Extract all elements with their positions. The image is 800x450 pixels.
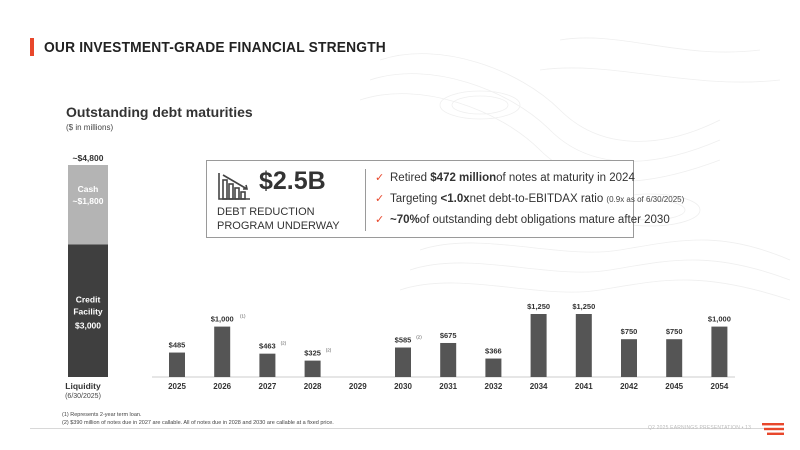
- callout-subtitle: DEBT REDUCTION PROGRAM UNDERWAY: [217, 205, 362, 233]
- maturity-bar: [395, 347, 411, 377]
- x-tick-label: 2034: [530, 382, 548, 391]
- bar-footnote-ref: (2): [326, 348, 332, 353]
- maturity-bar: [621, 339, 637, 377]
- bullet-text-post: net debt-to-EBITDAX ratio: [469, 193, 604, 205]
- bar-value-label: $366: [485, 347, 502, 356]
- bullet-text-pre: Retired: [390, 172, 428, 184]
- bullet-text-note: (0.9x as of 6/30/2025): [606, 195, 685, 204]
- bullet-text-bold: ~70%: [390, 214, 420, 226]
- maturity-bar: [259, 353, 276, 377]
- liquidity-stack: ~$4,800 Cash ~$1,800 Credit Facility $3,…: [68, 153, 108, 377]
- footnote-1: (1) Represents 2-year term loan.: [62, 412, 142, 418]
- footer-rule: [30, 428, 775, 429]
- bar-value-label: $325: [304, 349, 321, 358]
- bar-value-label: $1,250: [527, 302, 550, 311]
- liquidity-cash-label: Cash: [78, 184, 99, 194]
- bar-value-label: $750: [666, 327, 683, 336]
- bar-footnote-ref: (2): [281, 341, 287, 346]
- callout-subtitle-line1: DEBT REDUCTION: [217, 206, 315, 218]
- bar-value-label: $750: [621, 327, 638, 336]
- liquidity-axis-label: Liquidity: [65, 381, 101, 391]
- maturity-bar: [530, 314, 547, 377]
- check-icon: ✓: [375, 193, 385, 205]
- x-tick-label: 2025: [168, 382, 186, 391]
- x-tick-label: 2029: [349, 382, 367, 391]
- maturity-bar: [485, 358, 502, 377]
- page-header: OUR INVESTMENT-GRADE FINANCIAL STRENGTH: [30, 38, 416, 56]
- bar-value-label: $1,000: [708, 315, 731, 324]
- bullet-text-pre: Targeting: [390, 193, 438, 205]
- callout-bullet: ✓ Targeting <1.0x net debt-to-EBITDAX ra…: [375, 192, 684, 213]
- maturity-bar: [304, 360, 321, 377]
- liquidity-credit-label-1: Credit: [76, 295, 101, 305]
- liquidity-cash-bar: [68, 165, 108, 245]
- callout-subtitle-line2: PROGRAM UNDERWAY: [217, 220, 340, 232]
- bullet-text-bold: $472 million: [430, 172, 497, 184]
- maturity-bar: [711, 326, 728, 377]
- footnote-2: (2) $390 million of notes due in 2027 ar…: [62, 420, 334, 426]
- x-tick-label: 2042: [620, 382, 638, 391]
- maturity-bar: [666, 339, 683, 377]
- bar-value-label: $585: [395, 336, 412, 345]
- bullet-text-post: of outstanding debt obligations mature a…: [419, 214, 670, 226]
- liquidity-credit-value: $3,000: [75, 321, 101, 331]
- bullet-text-bold: <1.0x: [440, 193, 470, 205]
- chart-unit-label: ($ in millions): [66, 123, 114, 132]
- check-icon: ✓: [375, 214, 385, 226]
- bar-footnote-ref: (2): [416, 335, 422, 340]
- bar-value-label: $1,000: [211, 315, 234, 324]
- bar-value-label: $463: [259, 342, 276, 351]
- maturity-bar: [169, 352, 185, 377]
- company-logo-icon: [762, 423, 784, 435]
- liquidity-axis-sublabel: (6/30/2025): [65, 393, 101, 400]
- callout-divider: [365, 169, 366, 231]
- chart-title: Outstanding debt maturities: [66, 104, 253, 120]
- callout-amount: $2.5B: [259, 167, 326, 195]
- x-tick-label: 2026: [213, 382, 231, 391]
- declining-bar-chart-icon: [218, 173, 250, 200]
- bullet-text-post: of notes at maturity in 2024: [496, 172, 635, 184]
- liquidity-credit-label-2: Facility: [73, 307, 103, 317]
- x-tick-label: 2054: [711, 382, 729, 391]
- x-tick-label: 2041: [575, 382, 593, 391]
- title-accent-bar: [30, 38, 34, 56]
- x-tick-label: 2032: [485, 382, 503, 391]
- x-tick-label: 2030: [394, 382, 412, 391]
- maturity-bar: [214, 326, 231, 377]
- x-tick-label: 2031: [439, 382, 457, 391]
- maturity-bars: $485 2025 $1,000 (1) 2026 $463 (2) 2027 $325 (2) 2…: [168, 302, 731, 391]
- callout-bullet-list: ✓ Retired $472 million of notes at matur…: [375, 171, 684, 234]
- footer-text: Q2 2025 EARNINGS PRESENTATION • 13: [648, 425, 752, 431]
- callout-bullet: ✓ ~70% of outstanding debt obligations m…: [375, 213, 684, 234]
- check-icon: ✓: [375, 172, 385, 184]
- liquidity-total-label: ~$4,800: [73, 153, 104, 163]
- maturity-bar: [440, 342, 457, 377]
- x-tick-label: 2027: [259, 382, 277, 391]
- liquidity-credit-bar: [68, 244, 108, 377]
- x-tick-label: 2028: [304, 382, 322, 391]
- bar-value-label: $675: [440, 331, 457, 340]
- bar-value-label: $1,250: [572, 302, 595, 311]
- debt-reduction-callout: $2.5B DEBT REDUCTION PROGRAM UNDERWAY ✓ …: [206, 160, 684, 238]
- liquidity-cash-value: ~$1,800: [73, 196, 104, 206]
- page-title: OUR INVESTMENT-GRADE FINANCIAL STRENGTH: [44, 38, 386, 56]
- maturity-bar: [575, 314, 592, 377]
- bar-value-label: $485: [169, 341, 186, 350]
- footnotes: (1) Represents 2-year term loan. (2) $39…: [62, 411, 334, 427]
- bar-footnote-ref: (1): [240, 314, 246, 319]
- callout-bullet: ✓ Retired $472 million of notes at matur…: [375, 171, 684, 192]
- x-tick-label: 2045: [665, 382, 683, 391]
